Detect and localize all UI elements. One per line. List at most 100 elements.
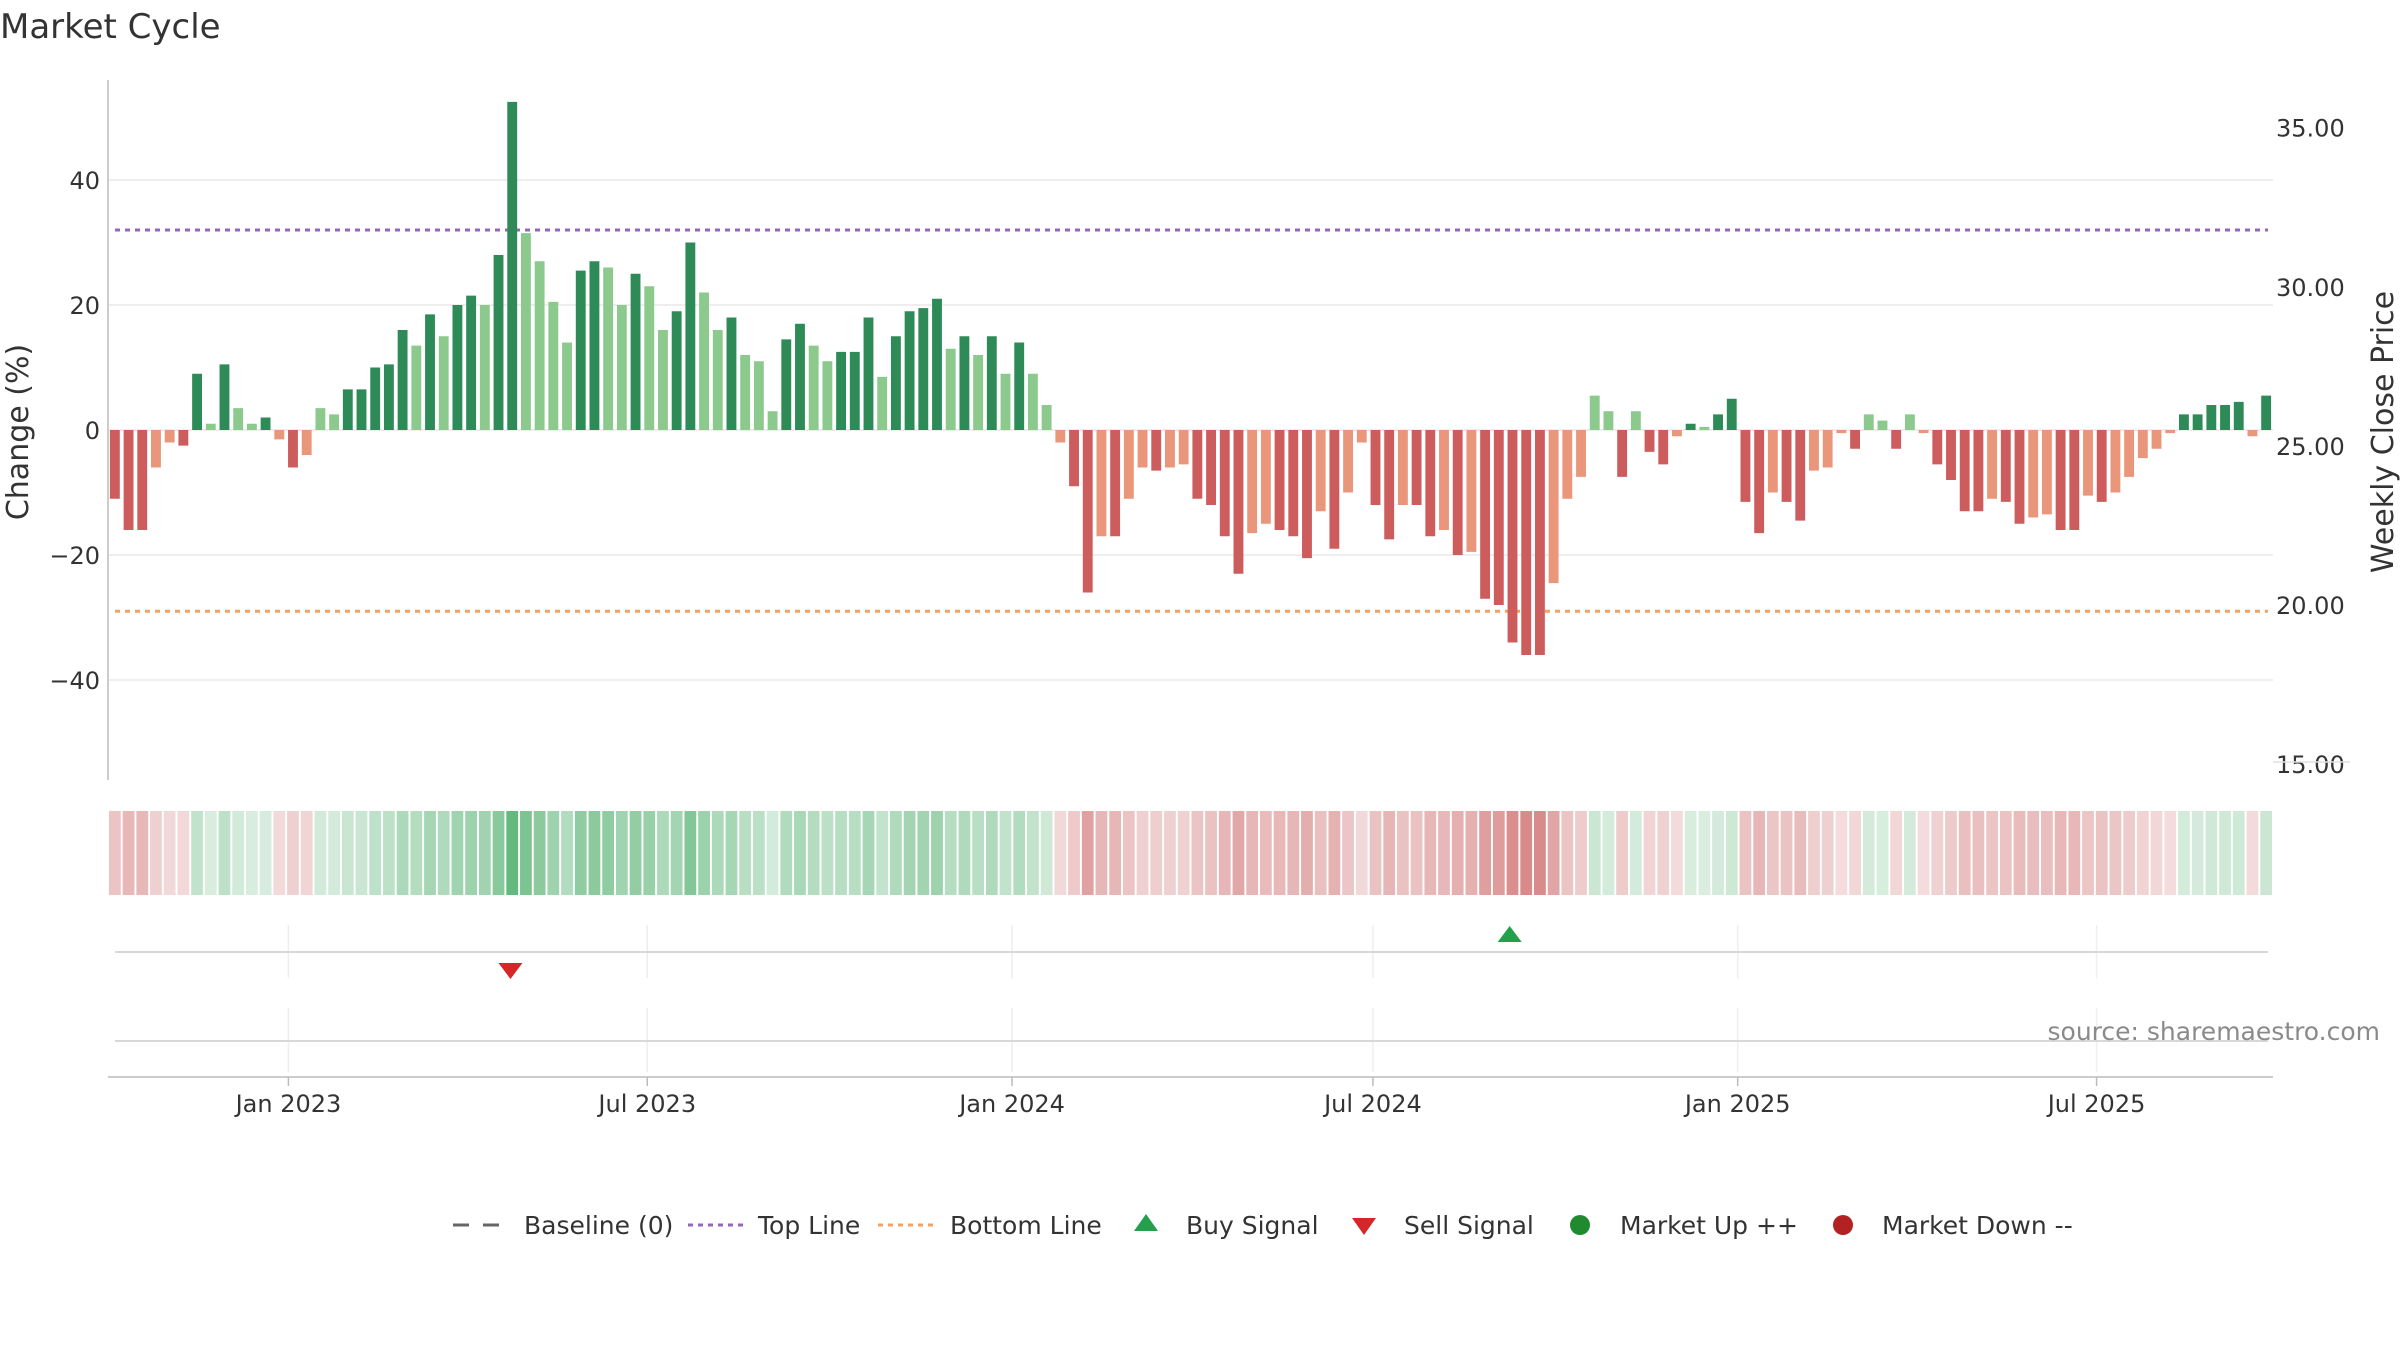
bar xyxy=(1466,430,1477,552)
bar xyxy=(246,423,257,430)
heat-cell xyxy=(862,811,875,895)
bar xyxy=(1672,430,1682,437)
bar xyxy=(1069,430,1079,487)
heat-cell xyxy=(1369,811,1382,895)
bar xyxy=(1548,430,1559,584)
heat-cell xyxy=(355,811,368,895)
bar xyxy=(1151,430,1162,471)
bar xyxy=(2220,405,2230,430)
bar xyxy=(1781,430,1792,502)
y2-tick-label: 25.00 xyxy=(2276,433,2345,461)
heat-cell xyxy=(451,811,464,895)
heat-cell xyxy=(383,811,395,895)
heat-cell xyxy=(944,811,957,895)
heat-cell xyxy=(752,811,765,895)
bar xyxy=(877,376,888,430)
heat-cell xyxy=(1396,811,1409,895)
bar xyxy=(1137,430,1148,468)
bar xyxy=(575,270,586,430)
heat-cell xyxy=(1246,811,1259,895)
bar xyxy=(1932,430,1943,465)
heat-cell xyxy=(1917,811,1930,895)
heat-cell xyxy=(1903,811,1916,895)
bar xyxy=(1480,430,1491,599)
bar xyxy=(1850,430,1861,449)
bar xyxy=(1384,430,1395,540)
heat-cell xyxy=(1808,811,1820,895)
heat-cell xyxy=(794,811,806,895)
heat-cell xyxy=(1794,811,1807,895)
heat-cell xyxy=(1438,811,1450,895)
heat-cell xyxy=(2136,811,2149,895)
bar xyxy=(1411,430,1422,505)
heat-cell xyxy=(1040,811,1053,895)
bar xyxy=(1987,430,1998,499)
legend-down-label: Market Down -- xyxy=(1882,1211,2073,1240)
heat-cell xyxy=(1945,811,1957,895)
bar xyxy=(932,298,942,430)
bar xyxy=(2000,430,2011,502)
bar xyxy=(164,430,175,443)
heat-cell xyxy=(1301,811,1313,895)
heat-cell xyxy=(739,811,752,895)
legend-up-label: Market Up ++ xyxy=(1620,1211,1798,1240)
bar xyxy=(1288,430,1299,537)
legend-buy-label: Buy Signal xyxy=(1186,1211,1319,1240)
bar xyxy=(260,417,271,430)
bar xyxy=(1822,430,1833,468)
bar xyxy=(1123,430,1134,499)
y2-tick-label: 15.00 xyxy=(2276,751,2345,779)
bar xyxy=(315,408,326,430)
heat-cell xyxy=(1849,811,1861,895)
heat-cell xyxy=(1177,811,1190,895)
heat-cell xyxy=(1629,811,1642,895)
bar xyxy=(1178,430,1189,465)
heat-cell xyxy=(2054,811,2067,895)
heat-cell xyxy=(1616,811,1629,895)
bar xyxy=(2165,430,2176,434)
heat-cell xyxy=(684,811,697,895)
heat-cell xyxy=(725,811,738,895)
bar xyxy=(1589,395,1600,430)
bar xyxy=(1302,430,1312,559)
heat-cell xyxy=(424,811,436,895)
heat-cell xyxy=(1780,811,1793,895)
heat-cell xyxy=(2013,811,2026,895)
x-tick-label: Jan 2025 xyxy=(1683,1090,1791,1118)
heat-cell xyxy=(1383,811,1396,895)
heat-cell xyxy=(2041,811,2053,895)
bar xyxy=(836,351,847,430)
heat-cell xyxy=(629,811,642,895)
heat-cell xyxy=(2164,811,2177,895)
heat-cell xyxy=(2205,811,2218,895)
heat-cell xyxy=(259,811,272,895)
heat-cell xyxy=(1342,811,1354,895)
heat-cell xyxy=(1150,811,1163,895)
heat-cell xyxy=(492,811,505,895)
legend-sell-triangle-icon xyxy=(1352,1218,1376,1235)
heat-cell xyxy=(2095,811,2108,895)
bar xyxy=(1959,430,1970,512)
bar xyxy=(603,267,614,430)
bar xyxy=(192,373,202,430)
heat-cell xyxy=(1122,811,1135,895)
heat-cell xyxy=(985,811,998,895)
heat-cell xyxy=(917,811,930,895)
bar xyxy=(753,361,764,430)
legend-baseline-label: Baseline (0) xyxy=(524,1211,673,1240)
heat-cell xyxy=(1931,811,1944,895)
bar xyxy=(918,308,929,430)
heat-cell xyxy=(1054,811,1067,895)
heat-cell xyxy=(931,811,943,895)
bar xyxy=(1343,430,1354,493)
heat-cell xyxy=(698,811,710,895)
heat-cell xyxy=(999,811,1012,895)
bar xyxy=(123,430,134,530)
legend-down-circle-icon xyxy=(1833,1215,1853,1235)
bar xyxy=(2055,430,2066,530)
bar xyxy=(425,314,435,430)
heat-cell xyxy=(2246,811,2259,895)
heat-cell xyxy=(1958,811,1971,895)
bar xyxy=(1754,430,1765,534)
